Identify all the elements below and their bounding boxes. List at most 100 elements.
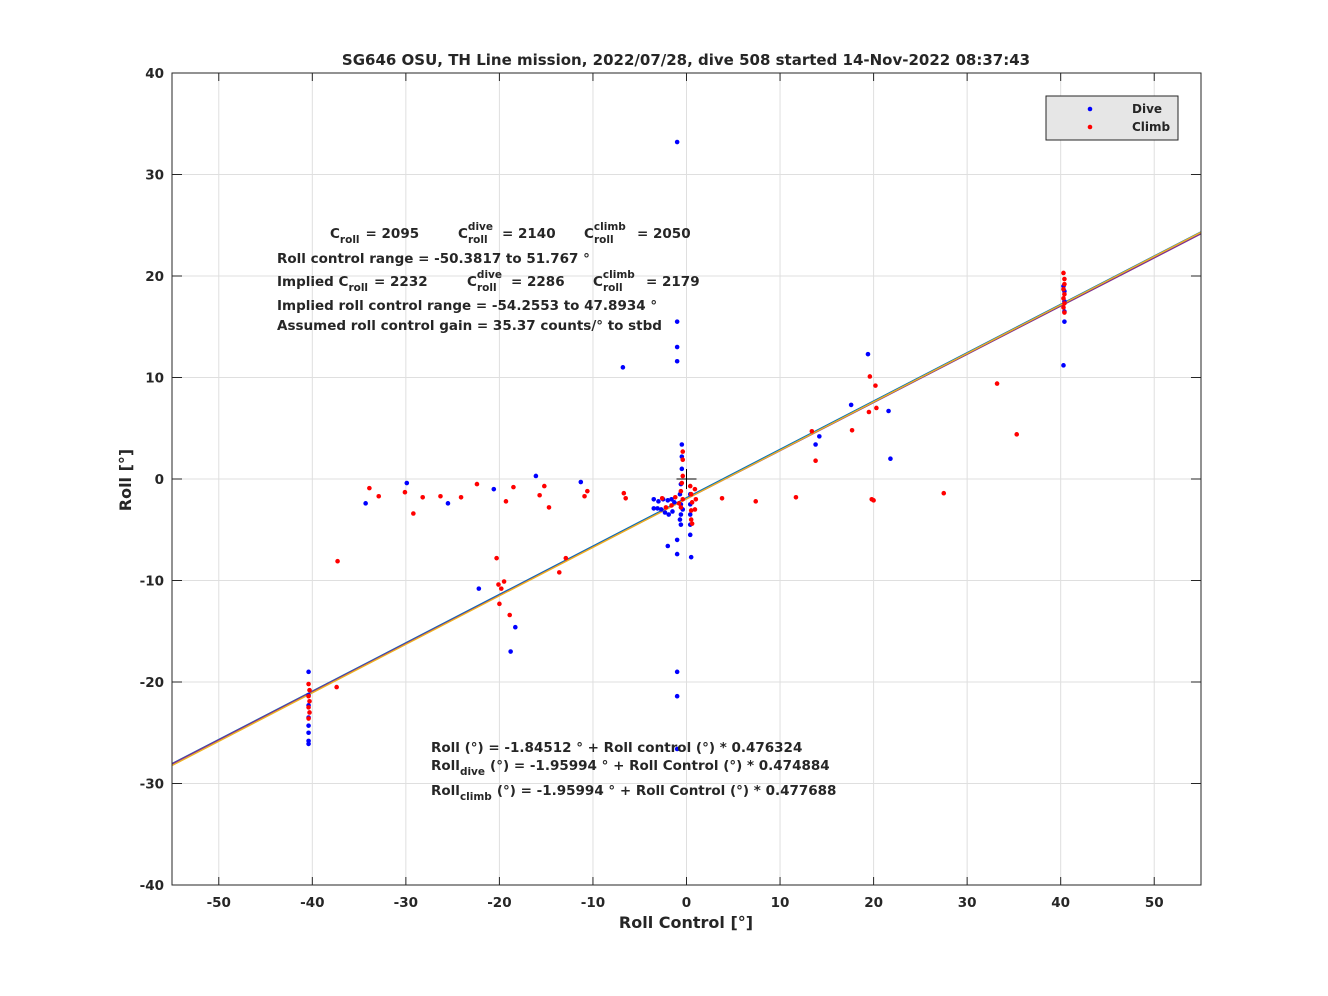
point-climb xyxy=(994,381,1000,386)
point-dive xyxy=(508,649,513,654)
point-dive xyxy=(476,586,482,591)
point-climb xyxy=(307,687,312,693)
point-dive xyxy=(404,480,410,486)
point-climb xyxy=(871,498,876,503)
point-dive xyxy=(679,442,685,447)
point-climb xyxy=(874,405,879,411)
point-dive xyxy=(306,741,311,747)
point-climb xyxy=(306,705,311,710)
point-dive xyxy=(674,669,680,675)
point-dive xyxy=(886,408,891,414)
point-climb xyxy=(501,579,507,584)
chart-title: SG646 OSU, TH Line mission, 2022/07/28, … xyxy=(342,51,1030,69)
point-climb xyxy=(793,494,799,500)
legend-label-dive: Dive xyxy=(1132,102,1162,116)
point-climb xyxy=(688,491,694,497)
x-tick-label: 0 xyxy=(682,895,691,911)
y-tick-label: -40 xyxy=(140,878,164,894)
point-dive xyxy=(306,730,311,736)
point-dive xyxy=(674,693,680,699)
legend-box xyxy=(1045,95,1179,141)
point-dive xyxy=(674,551,680,557)
point-climb xyxy=(498,586,504,591)
y-axis-label: Roll [°] xyxy=(116,449,135,511)
point-climb xyxy=(680,449,686,454)
y-tick-label: 30 xyxy=(145,168,164,184)
point-dive xyxy=(677,517,683,522)
point-climb xyxy=(809,428,815,434)
point-dive xyxy=(679,466,685,472)
gain-text: Assumed roll control gain = 35.37 counts… xyxy=(277,318,662,334)
point-climb xyxy=(376,493,382,499)
point-climb xyxy=(542,483,547,489)
point-dive xyxy=(670,509,675,514)
point-dive xyxy=(578,479,584,485)
point-climb xyxy=(438,493,443,499)
point-climb xyxy=(420,494,426,500)
legend-marker-climb xyxy=(1087,124,1093,130)
point-climb xyxy=(623,495,628,501)
y-tick-label: -20 xyxy=(140,675,164,691)
data-points xyxy=(306,139,1067,752)
point-climb xyxy=(1062,301,1067,306)
point-dive xyxy=(674,139,680,145)
point-dive xyxy=(620,365,626,370)
point-climb xyxy=(693,497,699,502)
equation-dive: Rolldive (°) = -1.95994 ° + Roll Control … xyxy=(431,758,830,778)
point-dive xyxy=(445,501,451,506)
point-climb xyxy=(503,499,509,504)
y-tick-label: 20 xyxy=(145,269,164,285)
point-dive xyxy=(665,543,671,549)
point-climb xyxy=(688,508,694,513)
y-tick-label: 10 xyxy=(145,371,164,387)
x-tick-label: 30 xyxy=(958,895,977,911)
point-dive xyxy=(674,344,680,350)
point-climb xyxy=(689,521,695,526)
point-climb xyxy=(1061,270,1066,276)
point-climb xyxy=(307,710,312,715)
point-climb xyxy=(411,511,416,516)
point-climb xyxy=(306,681,311,687)
point-climb xyxy=(494,555,499,561)
axis-ticks xyxy=(172,72,1201,886)
point-climb xyxy=(813,458,818,464)
point-dive xyxy=(656,499,661,504)
y-tick-label: 40 xyxy=(145,66,164,82)
x-tick-label: -10 xyxy=(581,895,605,911)
legend-marker-dive xyxy=(1087,106,1093,112)
y-tick-label: -10 xyxy=(140,574,164,590)
y-tick-label: -30 xyxy=(140,777,164,793)
point-climb xyxy=(659,495,665,501)
point-climb xyxy=(582,493,587,499)
x-tick-label: 10 xyxy=(771,895,790,911)
legend: Dive Climb xyxy=(1045,95,1179,141)
point-dive xyxy=(306,723,311,728)
point-climb xyxy=(867,374,873,379)
y-tick-label: 0 xyxy=(155,472,164,488)
point-climb xyxy=(556,570,562,575)
point-dive xyxy=(491,486,497,492)
point-dive xyxy=(669,497,674,502)
x-tick-label: -40 xyxy=(300,895,324,911)
point-dive xyxy=(651,497,657,502)
point-climb xyxy=(1062,276,1067,282)
point-dive xyxy=(674,319,680,324)
point-dive xyxy=(655,506,660,511)
implied-c-roll-climb-text: Cclimb roll = 2179 xyxy=(593,269,700,294)
fit-line-2 xyxy=(171,231,1202,767)
point-climb xyxy=(1061,305,1066,310)
point-dive xyxy=(674,746,680,752)
point-dive xyxy=(678,522,684,527)
point-dive xyxy=(533,473,539,479)
point-climb xyxy=(689,500,695,505)
point-climb xyxy=(676,501,682,506)
point-climb xyxy=(563,555,569,561)
point-climb xyxy=(507,612,512,618)
x-tick-label: -20 xyxy=(487,895,511,911)
point-dive xyxy=(1061,363,1066,368)
c-roll-text: Croll = 2095 xyxy=(330,226,419,246)
y-tick-labels: -40 -30 -20 -10 0 10 20 30 40 xyxy=(140,66,164,894)
c-roll-dive-text: Cdive roll = 2140 xyxy=(458,221,556,246)
point-climb xyxy=(680,457,686,463)
